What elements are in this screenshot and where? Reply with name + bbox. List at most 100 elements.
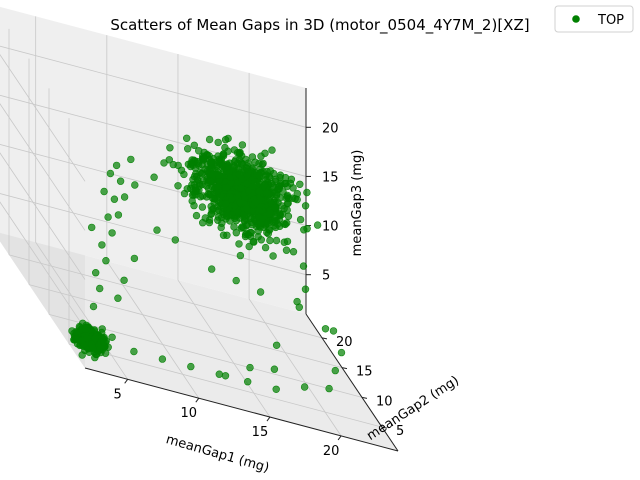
scatter-point <box>213 207 221 215</box>
scatter-point <box>283 237 292 246</box>
scatter-point <box>256 288 265 296</box>
scatter-point <box>127 155 135 164</box>
scatter-point <box>72 328 80 336</box>
scatter-point <box>281 174 290 182</box>
scatter-point <box>110 195 119 203</box>
scatter-point <box>313 221 322 229</box>
scatter-point <box>238 141 247 149</box>
scatter-point <box>284 199 292 207</box>
scatter-point <box>283 206 291 214</box>
scatter-point <box>331 366 339 375</box>
scatter-point <box>325 384 333 393</box>
scatter-point <box>91 269 100 277</box>
legend-label: TOP <box>597 13 624 28</box>
scatter-point <box>205 135 214 144</box>
scatter-point <box>262 189 271 197</box>
scatter-point <box>174 182 182 190</box>
scatter-point <box>252 198 260 206</box>
z-tick-label: 20 <box>322 121 339 136</box>
scatter-point <box>205 218 214 227</box>
scatter-point <box>261 243 270 252</box>
scatter-point <box>201 214 210 222</box>
scatter-point <box>214 138 222 147</box>
scatter-point <box>207 164 216 172</box>
x-tick <box>266 416 271 422</box>
scatter-point <box>108 229 116 237</box>
scatter-point <box>296 180 304 189</box>
scatter-point <box>283 193 291 201</box>
grid-line-z <box>0 45 307 128</box>
scatter-point <box>112 161 121 170</box>
scatter-point <box>194 176 202 184</box>
scatter-point <box>245 242 253 251</box>
scatter-point <box>223 212 231 220</box>
scatter-point <box>266 236 274 245</box>
y-tick-label: 20 <box>336 335 353 350</box>
scatter-point <box>187 159 195 167</box>
scatter-point <box>165 156 174 164</box>
scatter-point <box>272 385 280 393</box>
scatter-point <box>257 236 265 244</box>
scatter-point <box>104 343 112 351</box>
data-points <box>68 134 346 393</box>
scatter-point <box>190 141 199 150</box>
scatter-point <box>268 146 276 154</box>
scatter-point <box>299 262 308 270</box>
scatter-point <box>337 348 346 357</box>
grid-line-x <box>177 279 271 418</box>
x-tick-label: 10 <box>181 406 198 421</box>
y-tick <box>341 367 348 370</box>
scatter-point <box>100 338 108 346</box>
scatter-point <box>200 154 208 163</box>
scatter-point <box>120 276 128 284</box>
scatter-point <box>188 181 196 189</box>
y-axis-line <box>305 313 399 452</box>
scatter-point <box>230 223 238 231</box>
scatter-point <box>235 240 243 248</box>
scatter-point <box>272 341 281 349</box>
scatter-point <box>224 134 232 143</box>
legend: TOP <box>554 5 634 33</box>
z-tick-label: 15 <box>322 170 339 185</box>
scatter-point <box>198 170 206 178</box>
scatter-point <box>166 144 174 152</box>
scatter-point <box>214 182 222 191</box>
z-tick-label: 10 <box>322 220 339 235</box>
scatter-point <box>240 212 249 220</box>
scatter-point <box>89 302 98 311</box>
axis-lines <box>84 88 399 452</box>
scatter-point <box>282 246 291 254</box>
legend-marker <box>572 15 580 23</box>
x-tick-label: 20 <box>323 444 340 459</box>
scatter-point <box>276 222 284 231</box>
scatter-point <box>187 362 195 371</box>
scatter-point <box>158 355 167 363</box>
scatter-point <box>221 372 230 380</box>
grid-line-z <box>0 152 86 280</box>
legend-box <box>554 5 634 33</box>
scatter-point <box>194 159 202 167</box>
scatter-point <box>265 226 273 234</box>
scatter-point <box>222 200 230 208</box>
scatter-point <box>329 327 338 335</box>
scatter-point <box>218 219 226 227</box>
grid-line-x <box>106 260 200 399</box>
scatter-point <box>98 241 106 249</box>
scatter-point <box>270 203 279 212</box>
scatter-point <box>296 215 305 224</box>
scatter-point <box>270 214 279 222</box>
scatter-point <box>244 378 252 386</box>
scatter-point <box>293 297 301 306</box>
scatter-point <box>184 145 192 153</box>
scatter-point <box>203 193 211 201</box>
scatter-point <box>215 370 224 378</box>
scatter-point <box>108 333 116 341</box>
scatter-point <box>90 326 99 334</box>
scatter-point <box>223 231 231 240</box>
scatter-point <box>265 210 273 218</box>
scatter-point <box>120 193 129 201</box>
grid-line-x <box>248 298 342 437</box>
scatter-point <box>78 351 86 359</box>
